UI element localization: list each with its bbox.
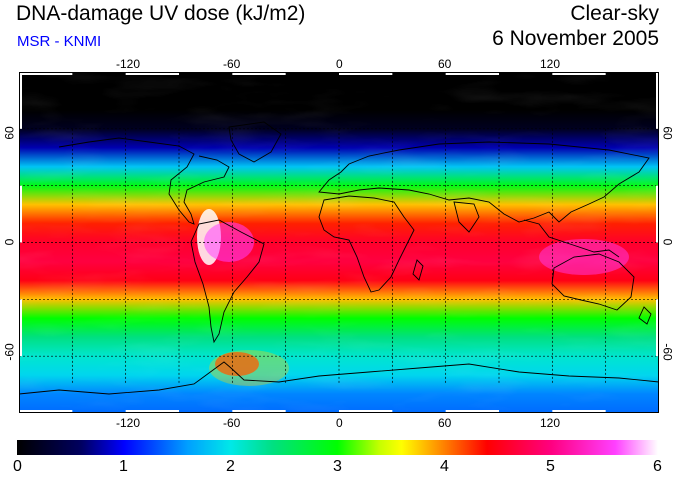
frame-tick (232, 410, 286, 413)
coast-europe-asia (318, 141, 650, 223)
frame-tick (19, 410, 73, 413)
coast-south-america (190, 219, 265, 344)
lat-tick-right: 60 (660, 126, 675, 140)
frame-tick (656, 185, 659, 243)
frame-tick (19, 72, 73, 75)
colorbar-label: 4 (440, 458, 449, 475)
frame-tick (19, 72, 22, 129)
lon-tick-bottom: 0 (336, 416, 343, 430)
lon-tick-top: -120 (116, 57, 141, 71)
colorbar (17, 440, 658, 455)
sky-mode-label: Clear-sky (570, 2, 659, 25)
lon-tick-bottom: -60 (223, 416, 241, 430)
lon-tick-bottom: 120 (540, 416, 561, 430)
frame-tick (656, 299, 659, 357)
lon-tick-top: 60 (438, 57, 452, 71)
map-title: DNA-damage UV dose (kJ/m2) (16, 2, 306, 25)
graticule (19, 128, 659, 385)
frame-tick (552, 72, 606, 75)
coast-africa (318, 195, 415, 293)
australia-high-dose (539, 239, 629, 275)
frame-tick (19, 185, 22, 243)
colorbar-label: 2 (226, 458, 235, 475)
frame-tick (339, 410, 393, 413)
frame-tick (19, 299, 22, 357)
uv-dose-map (19, 72, 659, 413)
frame-tick (656, 72, 659, 129)
frame-tick (552, 410, 606, 413)
lon-tick-top: -60 (223, 57, 241, 71)
frame-tick (125, 72, 179, 75)
frame-tick (232, 72, 286, 75)
frame-ticks (19, 72, 659, 413)
ozone-hole-edge (209, 350, 289, 386)
lat-tick-right: 0 (660, 238, 675, 246)
colorbar-label: 5 (546, 458, 555, 475)
coast-madagascar (412, 259, 424, 281)
source-label: MSR - KNMI (17, 33, 102, 50)
lat-tick-right: -60 (660, 343, 675, 361)
coast-southeast-asia (523, 219, 620, 258)
colorbar-label: 0 (13, 458, 22, 475)
lon-tick-top: 0 (336, 57, 343, 71)
coast-new-zealand (638, 306, 652, 325)
frame-tick (339, 72, 393, 75)
lat-tick-left: 0 (2, 238, 17, 246)
coastlines (19, 121, 659, 395)
frame-tick (445, 72, 499, 75)
date-label: 6 November 2005 (492, 27, 659, 50)
coast-north-america (58, 137, 230, 225)
lat-tick-left: -60 (2, 343, 17, 361)
lon-tick-top: 120 (540, 57, 561, 71)
coast-australia (551, 253, 635, 311)
lon-tick-bottom: -120 (116, 416, 141, 430)
lat-tick-left: 60 (2, 126, 17, 140)
map-border (19, 72, 659, 413)
lon-tick-bottom: 60 (438, 416, 452, 430)
frame-tick (125, 410, 179, 413)
south-america-high-dose (204, 222, 254, 262)
ozone-hole-high-dose (215, 352, 259, 376)
colorbar-label: 6 (653, 458, 662, 475)
coast-antarctica (19, 361, 659, 395)
coast-india (453, 201, 480, 233)
colorbar-label: 3 (333, 458, 342, 475)
frame-tick (445, 410, 499, 413)
uv-dose-map-svg (19, 72, 659, 413)
colorbar-label: 1 (119, 458, 128, 475)
